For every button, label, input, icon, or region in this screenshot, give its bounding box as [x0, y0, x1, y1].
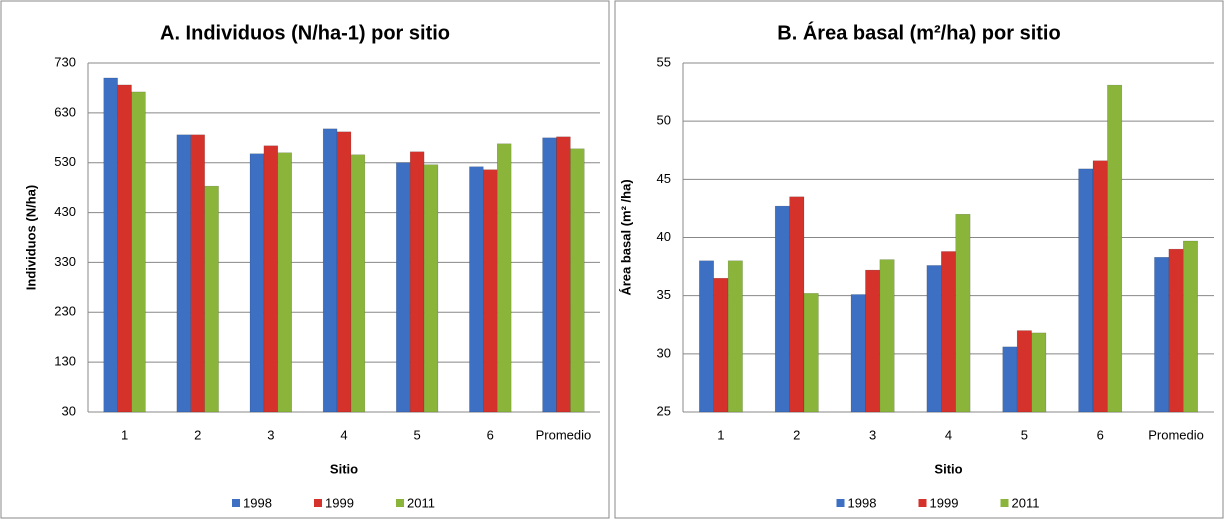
x-tick-label: 2	[194, 427, 201, 442]
legend-swatch	[232, 499, 240, 507]
bar	[483, 169, 498, 413]
x-tick-label: 6	[487, 427, 494, 442]
y-tick-label: 40	[657, 229, 671, 244]
bar	[423, 164, 439, 413]
bar	[1154, 257, 1170, 413]
x-tick-label: 1	[121, 427, 128, 442]
bar	[570, 148, 585, 413]
bar	[699, 260, 714, 413]
bar	[1183, 240, 1198, 413]
bar	[941, 251, 956, 413]
x-tick-label: 3	[869, 427, 876, 442]
chart-title: B. Área basal (m²/ha) por sitio	[777, 21, 1060, 44]
y-tick-label: 530	[54, 154, 76, 169]
bar	[713, 277, 729, 413]
x-tick-label: 5	[1021, 427, 1028, 442]
bar	[103, 77, 118, 413]
bar	[542, 137, 557, 413]
y-tick-label: 30	[62, 403, 76, 418]
x-tick-label: 3	[267, 427, 274, 442]
y-tick-label: 230	[54, 304, 76, 319]
bar	[322, 128, 338, 413]
legend-label: 1999	[325, 495, 354, 510]
x-axis-label: Sitio	[330, 461, 358, 476]
legend-swatch	[396, 499, 404, 507]
panel-frame	[614, 0, 1224, 519]
legend-label: 1998	[243, 495, 272, 510]
bar	[1031, 332, 1047, 413]
bar	[336, 131, 352, 413]
legend-label: 2011	[407, 495, 435, 510]
bar	[469, 166, 484, 413]
y-tick-label: 35	[657, 287, 671, 302]
bar	[409, 151, 425, 413]
legend-swatch	[1000, 499, 1009, 507]
chart-title: A. Individuos (N/ha-1) por sitio	[160, 22, 450, 44]
bar	[131, 91, 146, 413]
bar	[496, 143, 512, 413]
bar	[350, 154, 366, 413]
y-axis-label: Individuos (N/ha)	[23, 185, 38, 290]
bar	[1092, 160, 1108, 413]
bar	[556, 136, 571, 413]
x-tick-label: 4	[945, 427, 952, 442]
bar	[204, 185, 219, 413]
y-tick-label: 30	[657, 345, 671, 360]
bar	[190, 134, 205, 413]
x-tick-label: 5	[414, 427, 421, 442]
y-axis-label: Área basal (m² /ha)	[618, 179, 633, 295]
y-tick-label: 45	[657, 171, 671, 186]
legend-swatch	[836, 499, 845, 507]
bar	[1002, 346, 1018, 413]
y-tick-label: 430	[54, 204, 76, 219]
y-tick-label: 130	[54, 354, 76, 369]
legend-swatch	[314, 499, 322, 507]
bar	[727, 260, 743, 413]
bar	[277, 152, 292, 413]
bar	[865, 269, 881, 413]
bar	[850, 294, 866, 413]
x-tick-label: 4	[340, 427, 347, 442]
bar	[1016, 330, 1032, 413]
x-tick-label: 6	[1097, 427, 1104, 442]
x-tick-label: Promedio	[536, 427, 592, 442]
bar	[926, 265, 942, 413]
bar	[176, 134, 192, 413]
bar	[803, 293, 819, 413]
bar	[955, 213, 971, 413]
x-tick-label: Promedio	[1148, 427, 1204, 442]
x-tick-label: 1	[717, 427, 724, 442]
y-tick-label: 50	[657, 113, 671, 128]
legend-swatch	[918, 499, 927, 507]
bar	[1107, 84, 1123, 413]
y-tick-label: 25	[657, 403, 671, 418]
y-tick-label: 630	[54, 104, 76, 119]
bar	[879, 259, 895, 413]
x-axis-label: Sitio	[934, 461, 962, 476]
legend-label: 1998	[848, 495, 877, 510]
panel-frame	[0, 0, 610, 519]
legend-label: 1999	[930, 495, 959, 510]
y-tick-label: 330	[54, 254, 76, 269]
bar	[396, 162, 411, 413]
y-tick-label: 730	[54, 54, 76, 69]
bar	[1168, 248, 1184, 413]
legend-label: 2011	[1012, 495, 1040, 510]
bar	[789, 196, 805, 413]
y-tick-label: 55	[657, 54, 671, 69]
bar	[249, 153, 265, 413]
x-tick-label: 2	[793, 427, 800, 442]
bar	[1078, 168, 1094, 413]
bar	[263, 145, 279, 413]
bar	[117, 84, 132, 413]
bar	[774, 205, 790, 413]
